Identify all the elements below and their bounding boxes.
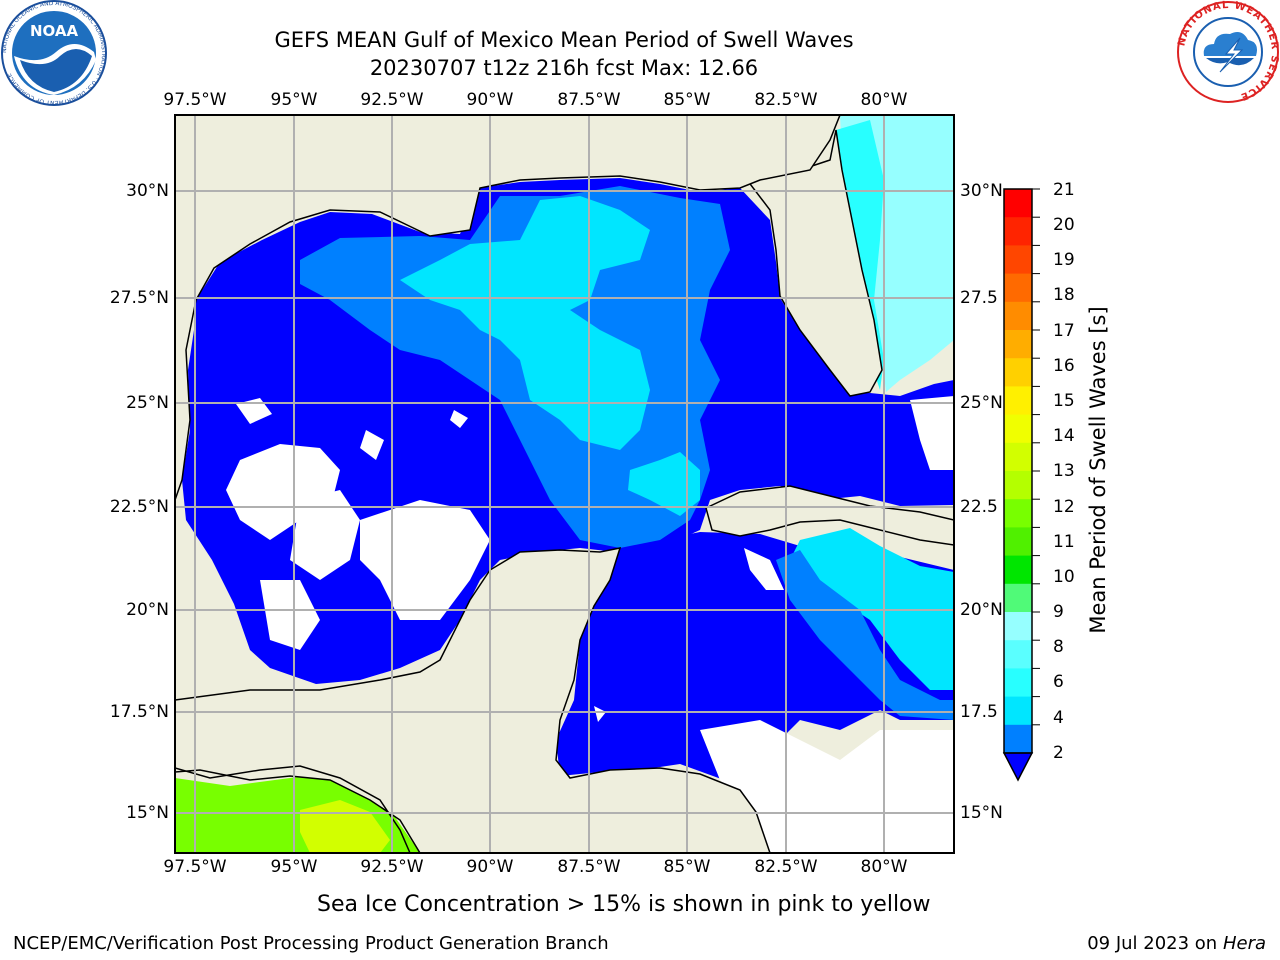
map-frame [174,114,955,854]
cuba-land [705,485,954,546]
footer-date: 09 Jul 2023 on Hera [1087,933,1266,954]
colorbar-swatch [1004,301,1032,331]
colorbar-tick: 9 [1053,602,1064,622]
lat-tick-left: 20°N [126,600,169,620]
colorbar-swatch [1004,612,1032,641]
footer-branch: NCEP/EMC/Verification Post Processing Pr… [13,933,609,954]
caribbean-swell-4-6s [776,550,954,720]
colorbar-tick: 15 [1053,391,1075,411]
colorbar-swatch [1004,555,1032,585]
colorbar-tick: 2 [1053,743,1064,763]
lon-tick-top: 87.5°W [557,90,621,110]
lon-tick-top: 80°W [860,90,908,110]
colorbar-swatch [1004,696,1032,726]
colorbar-tick: 17 [1053,321,1075,341]
colorbar-tick: 6 [1053,672,1064,692]
colorbar-swatch [1004,668,1032,698]
colorbar-under-arrow [1002,752,1034,782]
sea-ice-footnote: Sea Ice Concentration > 15% is shown in … [317,892,931,917]
colorbar [1004,188,1040,754]
lon-tick-bottom: 97.5°W [163,857,227,877]
lat-tick-left: 22.5°N [109,497,169,517]
lat-tick-right: 25°N [960,393,1003,413]
lon-tick-top: 95°W [270,90,318,110]
gulf-swell-6-7s [400,196,650,450]
lat-tick-right: 17.5 [960,702,998,722]
nws-logo: NATIONAL WEATHER SERVICE [1176,0,1279,103]
lon-tick-top: 97.5°W [163,90,227,110]
colorbar-swatch [1004,527,1032,557]
colorbar-swatch [1004,583,1032,613]
colorbar-swatch [1004,330,1032,359]
map-title: GEFS MEAN Gulf of Mexico Mean Period of … [274,28,854,52]
colorbar-swatch [1004,499,1032,528]
colorbar-swatch [1004,217,1032,246]
colorbar-swatch [1004,442,1032,472]
lon-tick-top: 90°W [466,90,514,110]
lat-tick-right: 15°N [960,803,1003,823]
yucatan-land [175,547,771,853]
colorbar-tick: 16 [1053,356,1075,376]
colorbar-tick: 20 [1053,215,1075,235]
noaa-logo: NATIONAL OCEANIC AND ATMOSPHERIC ADMINIS… [1,0,107,106]
colorbar-tick: 21 [1053,180,1075,200]
colorbar-swatch [1004,471,1032,500]
florida-land [742,129,883,397]
lon-tick-top: 92.5°W [360,90,424,110]
colorbar-swatch [1004,414,1032,444]
footer-date-text: 09 Jul 2023 on [1087,933,1223,954]
footer-machine: Hera [1222,933,1266,954]
lat-tick-left: 17.5°N [109,702,169,722]
colorbar-tick: 10 [1053,567,1075,587]
lon-tick-bottom: 82.5°W [754,857,818,877]
lon-tick-bottom: 87.5°W [557,857,621,877]
lat-tick-right: 30°N [960,181,1003,201]
colorbar-tick: 14 [1053,426,1075,446]
colorbar-tick: 18 [1053,285,1075,305]
colorbar-tick: 12 [1053,497,1075,517]
colorbar-tick: 4 [1053,708,1064,728]
lon-tick-bottom: 92.5°W [360,857,424,877]
colorbar-tick: 19 [1053,250,1075,270]
lat-tick-right: 27.5 [960,288,998,308]
lon-tick-bottom: 95°W [270,857,318,877]
us-gulf-coast-land [175,115,841,501]
lon-tick-bottom: 80°W [860,857,908,877]
gulf-swell-6-7s-south [628,452,700,516]
colorbar-frame [1003,188,1033,754]
lat-tick-left: 27.5°N [109,288,169,308]
colorbar-tick: 11 [1053,532,1075,552]
colorbar-swatch [1004,640,1032,669]
map-subtitle: 20230707 t12z 216h fcst Max: 12.66 [369,56,759,80]
colorbar-swatch [1004,724,1032,754]
colorbar-tick: 13 [1053,461,1075,481]
lat-tick-left: 25°N [126,393,169,413]
svg-text:NOAA: NOAA [30,22,79,40]
lon-tick-top: 85°W [663,90,711,110]
lon-tick-bottom: 90°W [466,857,514,877]
lat-tick-right: 20°N [960,600,1003,620]
colorbar-label: Mean Period of Swell Waves [s] [1086,306,1110,634]
colorbar-swatch [1004,245,1032,275]
mexico-pacific-coast [175,765,411,853]
colorbar-swatch [1004,386,1032,416]
colorbar-swatch [1004,189,1032,218]
colorbar-swatch [1004,273,1032,303]
lon-tick-top: 82.5°W [754,90,818,110]
graticule [175,115,954,853]
lon-tick-bottom: 85°W [663,857,711,877]
lat-tick-right: 22.5 [960,497,998,517]
colorbar-swatch [1004,358,1032,387]
lat-tick-left: 15°N [126,803,169,823]
lat-tick-left: 30°N [126,181,169,201]
colorbar-tick: 8 [1053,637,1064,657]
map-field [175,115,954,853]
